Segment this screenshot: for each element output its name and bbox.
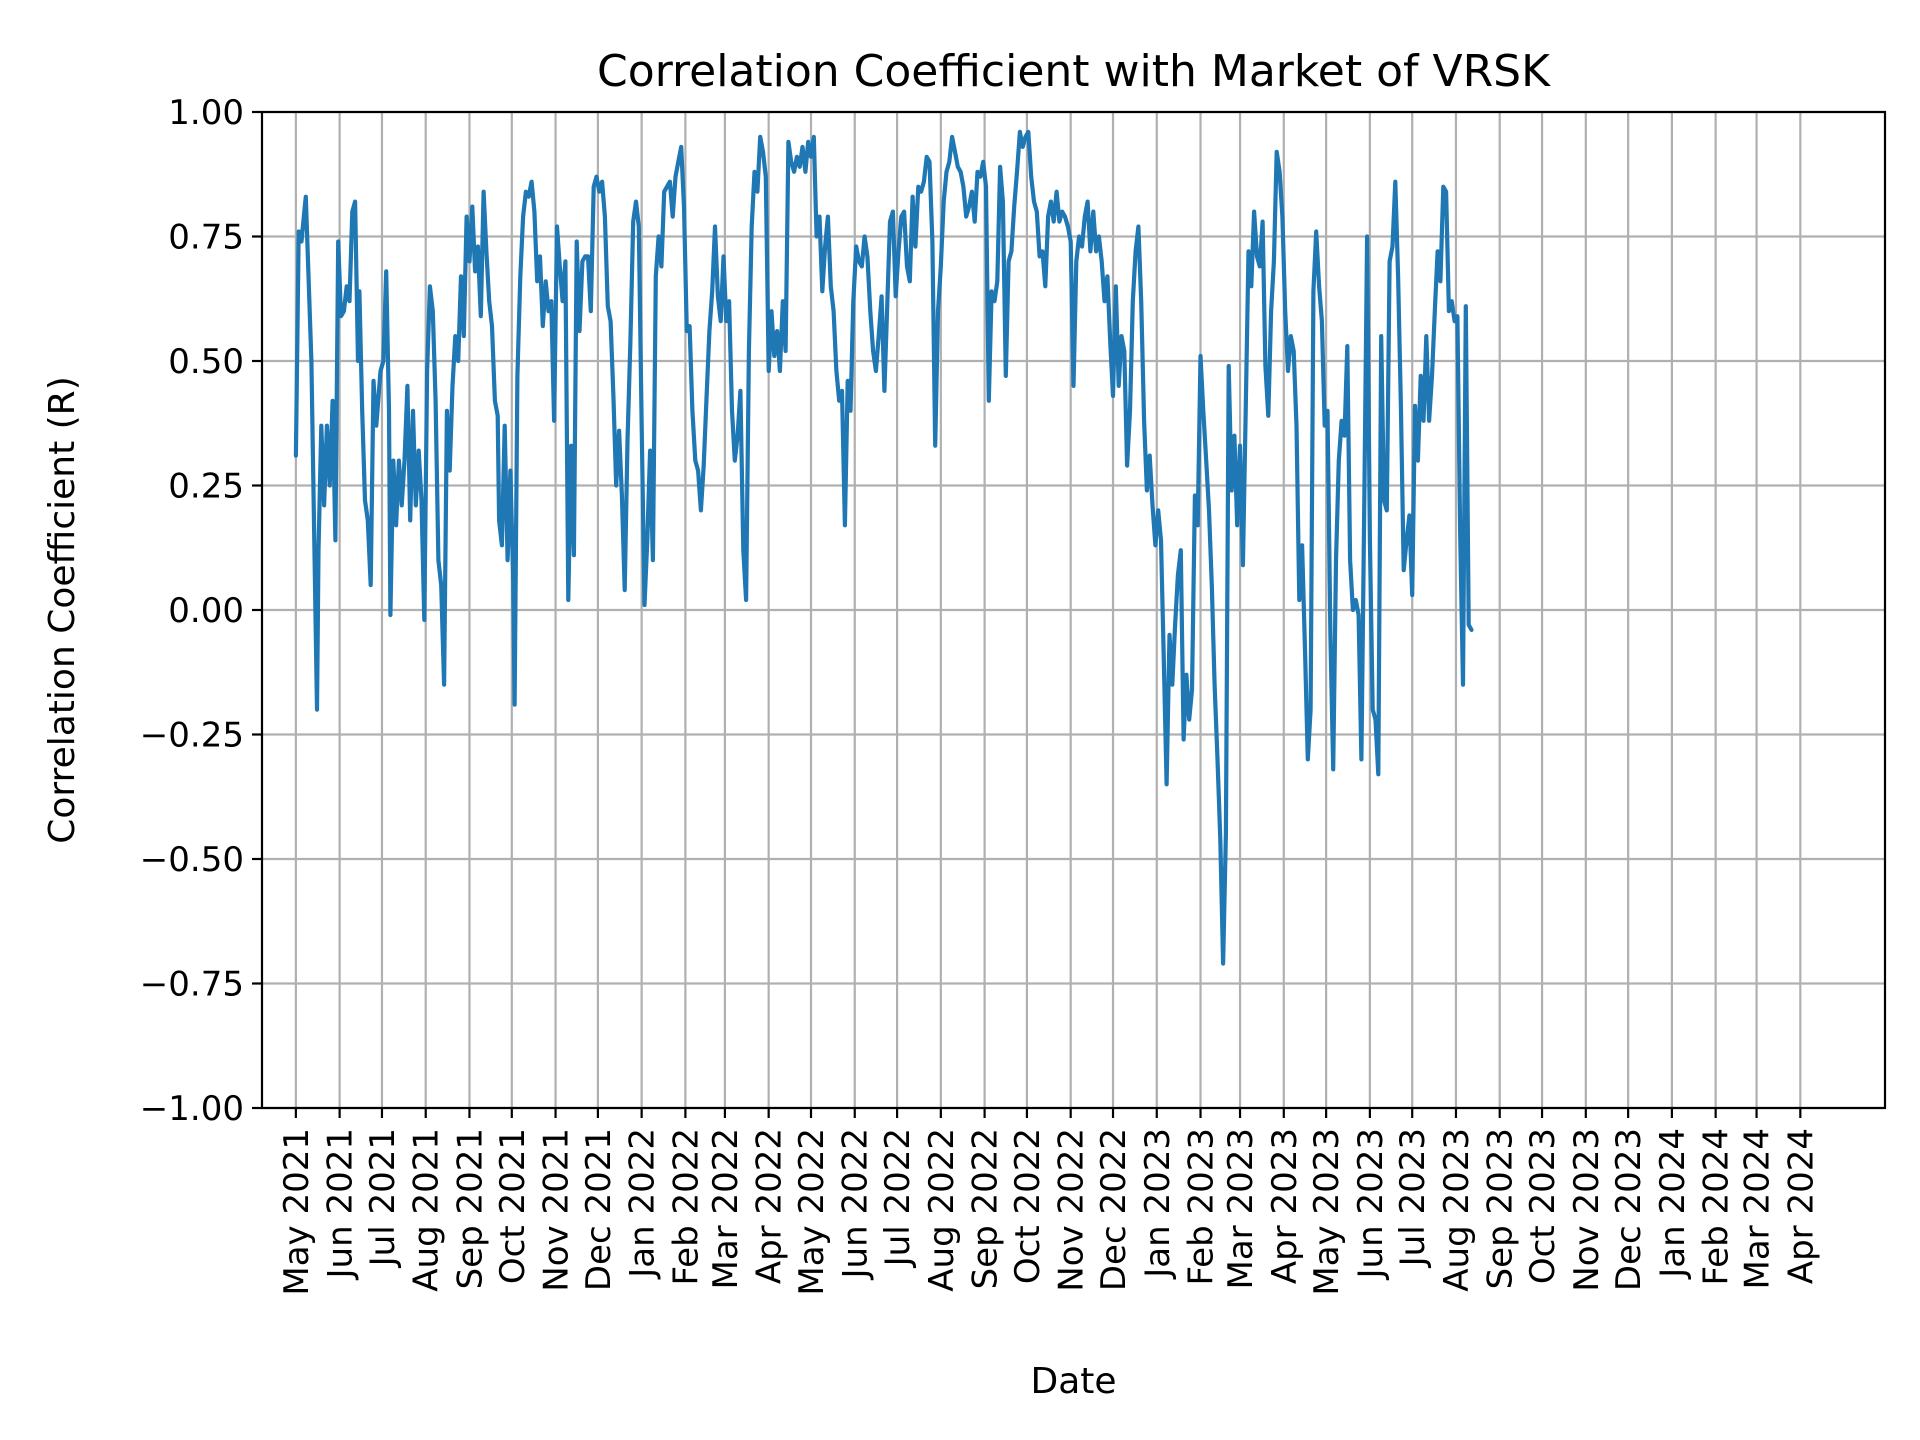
x-tick-label: Feb 2022 [666, 1128, 706, 1286]
x-tick-label: Feb 2024 [1697, 1128, 1737, 1286]
x-tick-label: Apr 2024 [1781, 1128, 1821, 1284]
series-line [293, 129, 1474, 966]
chart-title: Correlation Coefficient with Market of V… [597, 46, 1551, 97]
y-tick-label: 0.50 [168, 342, 244, 382]
y-axis-ticks: −1.00 −0.75 −0.50 −0.25 0.00 0.25 0.50 0.75 1.00 [140, 93, 262, 1129]
x-tick-label: Sep 2021 [450, 1128, 490, 1289]
x-tick-label: Jul 2022 [878, 1128, 918, 1268]
x-tick-label: Dec 2022 [1094, 1128, 1134, 1291]
x-tick-label: Jul 2023 [1393, 1128, 1433, 1268]
y-tick-label: 0.25 [168, 467, 244, 507]
x-axis-ticks: May 2021 Jun 2021 Jul 2021 Aug 2021 Sep 2021… [277, 1108, 1821, 1296]
x-tick-label: Sep 2023 [1481, 1128, 1521, 1289]
x-tick-label: Jan 2024 [1653, 1128, 1693, 1280]
x-tick-label: Oct 2023 [1523, 1128, 1563, 1284]
x-tick-label: Jul 2021 [363, 1128, 403, 1268]
x-tick-label: May 2023 [1307, 1128, 1347, 1296]
x-tick-label: Sep 2022 [966, 1128, 1006, 1289]
x-tick-label: Feb 2023 [1182, 1128, 1222, 1286]
x-tick-label: Mar 2024 [1738, 1128, 1778, 1289]
x-tick-label: Apr 2023 [1265, 1128, 1305, 1284]
x-tick-label: Jan 2023 [1138, 1128, 1178, 1280]
x-tick-label: Dec 2023 [1609, 1128, 1649, 1291]
y-tick-label: −1.00 [140, 1089, 244, 1129]
x-tick-label: Oct 2022 [1008, 1128, 1048, 1284]
x-tick-label: May 2022 [792, 1128, 832, 1296]
y-tick-label: −0.50 [140, 840, 244, 880]
x-tick-label: Jun 2022 [836, 1128, 876, 1280]
x-tick-label: Jun 2021 [321, 1128, 361, 1280]
y-tick-label: −0.25 [140, 716, 244, 756]
x-tick-label: Aug 2023 [1437, 1128, 1477, 1292]
x-tick-label: Mar 2023 [1221, 1128, 1261, 1289]
y-axis-label: Correlation Coefficient (R) [42, 376, 83, 844]
x-axis-label: Date [1030, 1361, 1116, 1402]
x-tick-label: Jun 2023 [1351, 1128, 1391, 1280]
x-tick-label: Nov 2021 [537, 1128, 577, 1292]
y-tick-label: −0.75 [140, 965, 244, 1005]
x-tick-label: May 2021 [277, 1128, 317, 1296]
y-tick-label: 1.00 [168, 93, 244, 133]
series-layer [293, 129, 1474, 966]
x-tick-label: Apr 2022 [750, 1128, 790, 1284]
x-tick-label: Jan 2022 [623, 1128, 663, 1280]
x-tick-label: Oct 2021 [493, 1128, 533, 1284]
y-tick-label: 0.75 [168, 218, 244, 258]
x-tick-label: Aug 2021 [407, 1128, 447, 1292]
x-tick-label: Nov 2023 [1567, 1128, 1607, 1292]
x-tick-label: Nov 2022 [1052, 1128, 1092, 1292]
x-tick-label: Aug 2022 [922, 1128, 962, 1292]
y-tick-label: 0.00 [168, 591, 244, 631]
x-tick-label: Mar 2022 [706, 1128, 746, 1289]
x-tick-label: Dec 2021 [579, 1128, 619, 1291]
